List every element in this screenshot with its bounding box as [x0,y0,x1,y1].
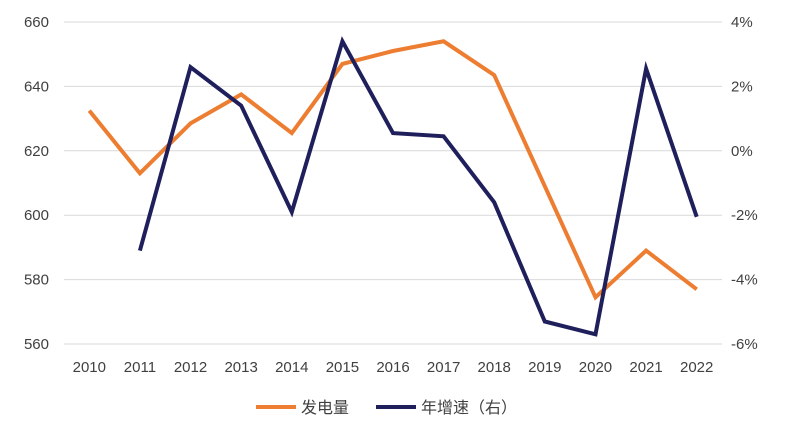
x-axis-tick-label: 2022 [680,359,713,376]
x-axis-tick-label: 2013 [224,359,257,376]
left-axis-tick-label: 580 [24,272,49,289]
left-axis-tick-label: 660 [24,14,49,31]
series-lines [87,36,699,337]
x-axis-tick-label: 2010 [73,359,106,376]
x-axis-tick-label: 2019 [528,359,561,376]
left-axis-ticks: 560 580 600 620 640 660 [24,14,49,353]
legend-label-0: 发电量 [301,398,349,417]
x-axis-tick-label: 2014 [275,359,308,376]
legend-label-1: 年增速（右） [421,398,517,417]
right-axis-tick-label: -2% [731,207,758,224]
series-line-1 [137,36,699,337]
x-axis-tick-label: 2017 [427,359,460,376]
right-axis-tick-label: -6% [731,336,758,353]
series-line-0 [87,39,698,301]
right-axis-tick-label: 2% [731,78,753,95]
right-axis-tick-label: -4% [731,272,758,289]
x-axis-tick-label: 2012 [174,359,207,376]
left-axis-tick-label: 620 [24,143,49,160]
right-axis-ticks: -6% -4% -2% 0% 2% 4% [731,14,758,353]
x-axis-tick-label: 2016 [376,359,409,376]
x-axis-ticks: 2010 2011 2012 2013 2014 2015 2016 2017 2018 2019… [73,359,714,376]
x-axis-tick-label: 2011 [124,359,156,376]
right-axis-tick-label: 4% [731,14,753,31]
right-axis-tick-label: 0% [731,143,753,160]
legend: 发电量 年增速（右） [256,398,517,417]
gridlines [64,21,722,345]
left-axis-tick-label: 560 [24,336,49,353]
x-axis-tick-label: 2015 [326,359,359,376]
x-axis-tick-label: 2018 [478,359,511,376]
left-axis-tick-label: 600 [24,207,49,224]
x-axis-tick-label: 2021 [629,359,662,376]
x-axis-tick-label: 2020 [579,359,612,376]
left-axis-tick-label: 640 [24,78,49,95]
